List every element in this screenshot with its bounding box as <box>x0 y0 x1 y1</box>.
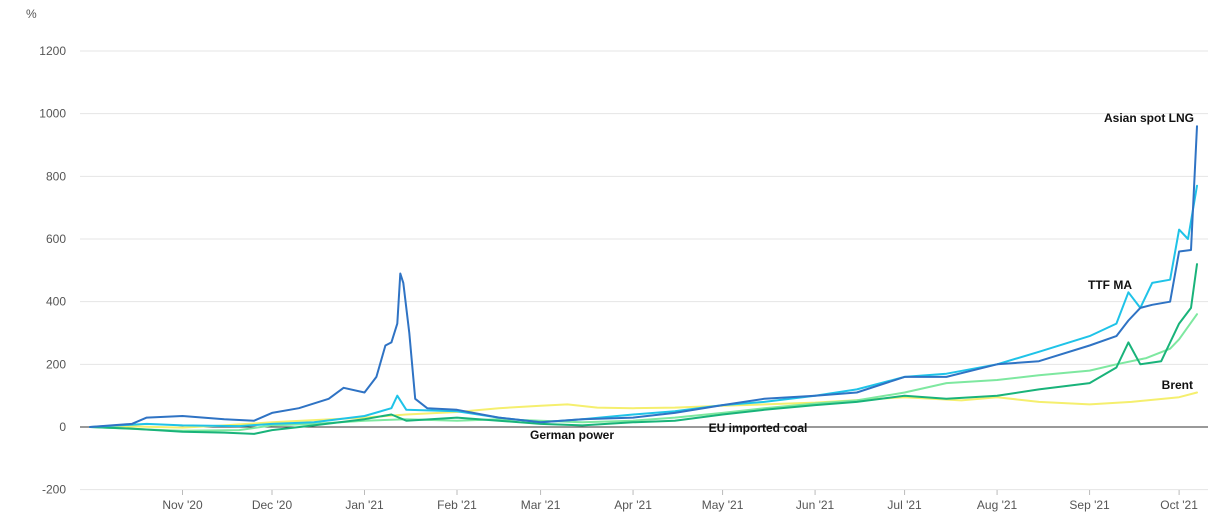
x-tick-label: Jun '21 <box>796 498 835 512</box>
series-lines <box>89 125 1198 435</box>
series-label-asian-spot-lng: Asian spot LNG <box>1104 111 1194 125</box>
y-tick-label: 1000 <box>39 107 66 121</box>
y-tick-label: 800 <box>46 169 66 183</box>
x-tick-label: Apr '21 <box>614 498 652 512</box>
x-tick-label: Sep '21 <box>1069 498 1110 512</box>
series-label-ttf-ma: TTF MA <box>1088 278 1132 292</box>
series-label-brent: Brent <box>1162 378 1193 392</box>
y-tick-label: 200 <box>46 357 66 371</box>
x-tick-label: Nov '20 <box>162 498 203 512</box>
series-line-german-power <box>89 263 1198 435</box>
y-tick-label: 600 <box>46 232 66 246</box>
series-line-brent <box>89 391 1198 429</box>
y-tick-label: 400 <box>46 295 66 309</box>
x-tick-label: Jul '21 <box>887 498 922 512</box>
series-labels: Asian spot LNG TTF MA Brent German power… <box>530 111 1194 442</box>
y-tick-label: 1200 <box>39 44 66 58</box>
series-line-asian-spot-lng <box>89 125 1198 428</box>
series-label-eu-imported-coal: EU imported coal <box>709 421 808 435</box>
y-tick-label: -200 <box>42 483 66 497</box>
y-axis-unit-label: % <box>26 7 37 21</box>
gridlines <box>80 50 1208 491</box>
x-tick-label: May '21 <box>702 498 744 512</box>
series-label-german-power: German power <box>530 428 614 442</box>
x-tick-label: Mar '21 <box>521 498 561 512</box>
x-tick-label: Jan '21 <box>345 498 384 512</box>
x-tick-label: Dec '20 <box>252 498 293 512</box>
x-axis-tick-labels: Nov '20 Dec '20 Jan '21 Feb '21 Mar '21 Apr '… <box>162 490 1198 512</box>
y-tick-label: 0 <box>59 420 66 434</box>
x-tick-label: Aug '21 <box>977 498 1018 512</box>
x-tick-label: Oct '21 <box>1160 498 1198 512</box>
y-axis-tick-labels: 1200 1000 800 600 400 200 0 -200 <box>39 44 66 497</box>
series-line-eu-imported-coal <box>89 313 1198 432</box>
x-tick-label: Feb '21 <box>437 498 477 512</box>
